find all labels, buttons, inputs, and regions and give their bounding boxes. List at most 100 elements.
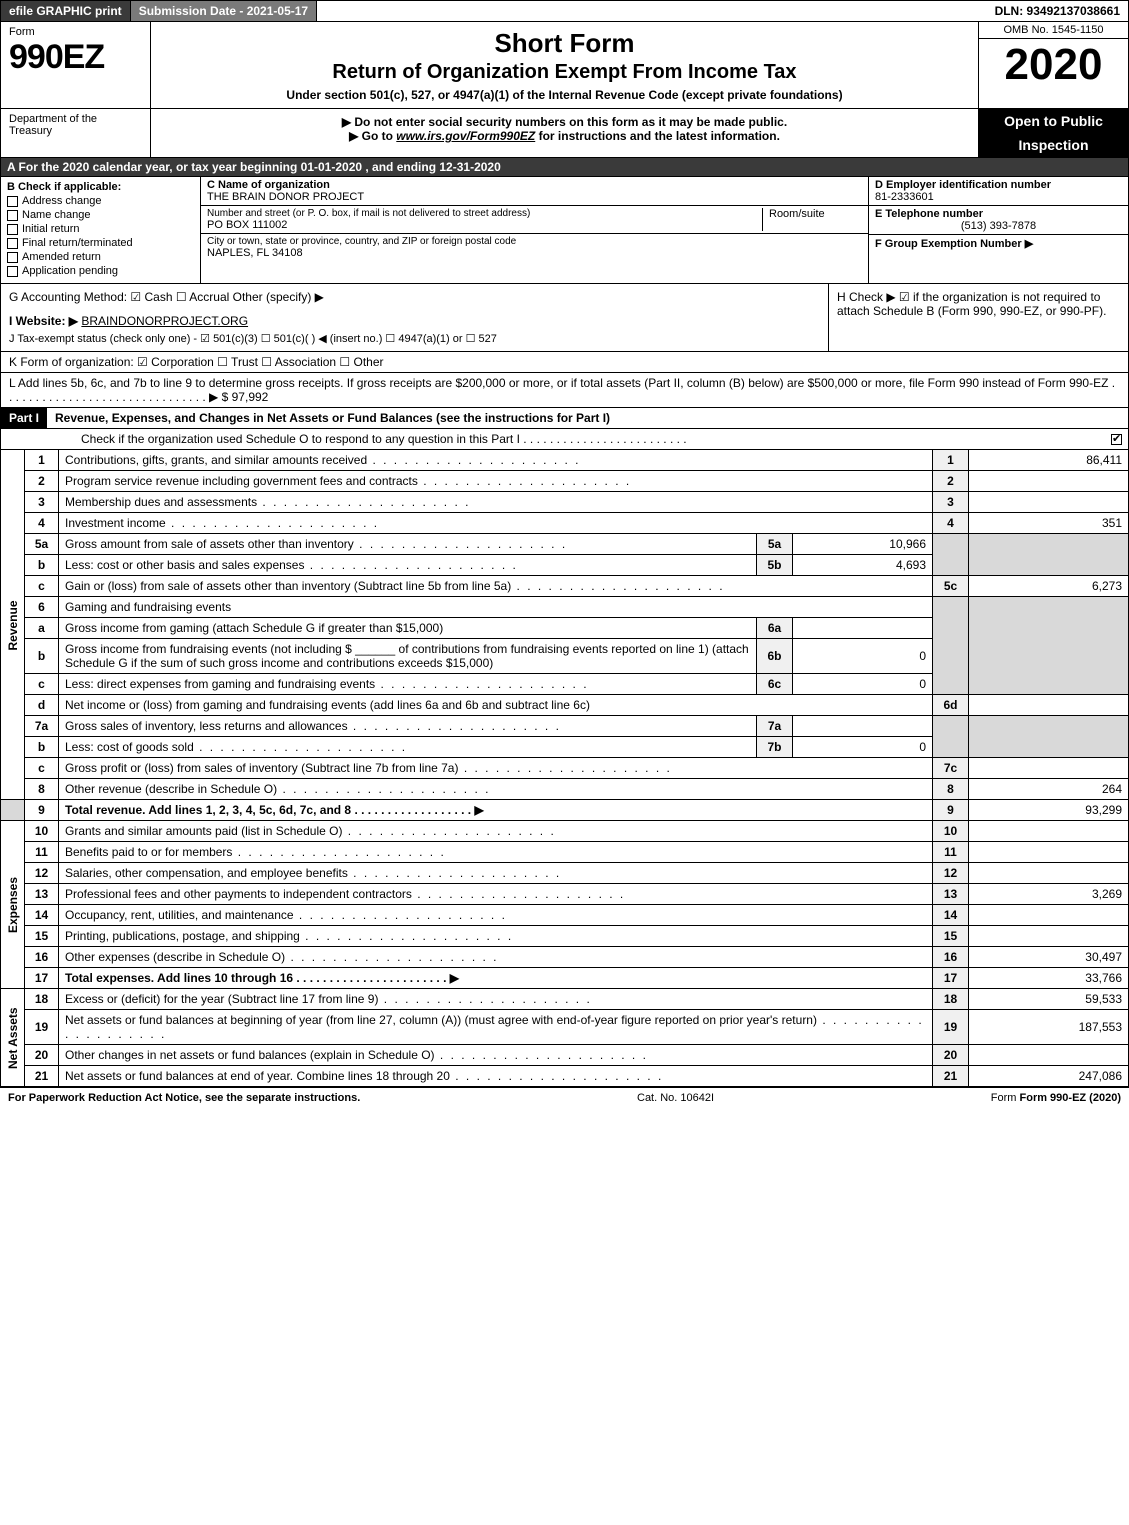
check-name-change[interactable]: Name change xyxy=(7,209,194,221)
l7b-num: b xyxy=(25,737,59,758)
form-header: Form 990EZ Short Form Return of Organiza… xyxy=(0,22,1129,109)
l19-lab: 19 xyxy=(933,1010,969,1045)
irs-link[interactable]: www.irs.gov/Form990EZ xyxy=(396,129,535,143)
city-row: City or town, state or province, country… xyxy=(201,234,868,261)
l7a-sval xyxy=(793,716,933,737)
opt-final-return: Final return/terminated xyxy=(22,237,133,249)
line-18: Net Assets 18 Excess or (deficit) for th… xyxy=(1,989,1129,1010)
sections-gij: G Accounting Method: ☑ Cash ☐ Accrual Ot… xyxy=(1,284,828,351)
check-address-change[interactable]: Address change xyxy=(7,195,194,207)
part1-badge: Part I xyxy=(1,408,47,428)
l4-lab: 4 xyxy=(933,513,969,534)
right-column: D Employer identification number 81-2333… xyxy=(868,177,1128,283)
check-application-pending[interactable]: Application pending xyxy=(7,265,194,277)
l12-desc: Salaries, other compensation, and employ… xyxy=(59,863,933,884)
l6-shade xyxy=(933,597,969,695)
l7b-sval: 0 xyxy=(793,737,933,758)
l21-desc: Net assets or fund balances at end of ye… xyxy=(59,1066,933,1087)
l5ab-shade-val xyxy=(969,534,1129,576)
efile-print[interactable]: efile GRAPHIC print xyxy=(1,1,131,21)
footer-left: For Paperwork Reduction Act Notice, see … xyxy=(8,1092,360,1104)
l7c-num: c xyxy=(25,758,59,779)
l6d-val xyxy=(969,695,1129,716)
l2-desc: Program service revenue including govern… xyxy=(59,471,933,492)
year-column: OMB No. 1545-1150 2020 xyxy=(978,22,1128,108)
vert-expenses: Expenses xyxy=(1,821,25,989)
l2-num: 2 xyxy=(25,471,59,492)
footer-right: Form Form 990-EZ (2020) xyxy=(991,1092,1121,1104)
l11-lab: 11 xyxy=(933,842,969,863)
l1-num: 1 xyxy=(25,450,59,471)
l19-desc: Net assets or fund balances at beginning… xyxy=(59,1010,933,1045)
opt-address-change: Address change xyxy=(22,195,102,207)
line-16: 16 Other expenses (describe in Schedule … xyxy=(1,947,1129,968)
line-19: 19 Net assets or fund balances at beginn… xyxy=(1,1010,1129,1045)
l20-val xyxy=(969,1045,1129,1066)
line-11: 11 Benefits paid to or for members 11 xyxy=(1,842,1129,863)
l5a-num: 5a xyxy=(25,534,59,555)
l3-lab: 3 xyxy=(933,492,969,513)
l3-val xyxy=(969,492,1129,513)
l6-shade-val xyxy=(969,597,1129,695)
goto-instructions: ▶ Go to www.irs.gov/Form990EZ for instru… xyxy=(157,129,972,143)
info-block: B Check if applicable: Address change Na… xyxy=(0,177,1129,284)
part1-title: Revenue, Expenses, and Changes in Net As… xyxy=(47,408,618,428)
l19-num: 19 xyxy=(25,1010,59,1045)
vert-netassets: Net Assets xyxy=(1,989,25,1087)
section-b-label: B Check if applicable: xyxy=(7,181,194,193)
part1-check-note: Check if the organization used Schedule … xyxy=(1,429,695,449)
line-6d: d Net income or (loss) from gaming and f… xyxy=(1,695,1129,716)
l9-num: 9 xyxy=(25,800,59,821)
l6a-sval xyxy=(793,618,933,639)
tax-year: 2020 xyxy=(979,39,1128,91)
line-10: Expenses 10 Grants and similar amounts p… xyxy=(1,821,1129,842)
l7a-desc: Gross sales of inventory, less returns a… xyxy=(59,716,757,737)
l6-desc: Gaming and fundraising events xyxy=(59,597,933,618)
form-column: Form 990EZ xyxy=(1,22,151,108)
title-note: Under section 501(c), 527, or 4947(a)(1)… xyxy=(161,88,968,102)
l10-desc: Grants and similar amounts paid (list in… xyxy=(59,821,933,842)
street-row: Number and street (or P. O. box, if mail… xyxy=(201,206,868,234)
line-7a: 7a Gross sales of inventory, less return… xyxy=(1,716,1129,737)
line-9: 9 Total revenue. Add lines 1, 2, 3, 4, 5… xyxy=(1,800,1129,821)
part1-check[interactable] xyxy=(1111,432,1128,446)
l6c-sval: 0 xyxy=(793,674,933,695)
l5b-num: b xyxy=(25,555,59,576)
section-k: K Form of organization: ☑ Corporation ☐ … xyxy=(0,352,1129,373)
l19-val: 187,553 xyxy=(969,1010,1129,1045)
l7ab-shade-val xyxy=(969,716,1129,758)
section-i: I Website: ▶ BRAINDONORPROJECT.ORG xyxy=(9,314,820,328)
l9-val: 93,299 xyxy=(969,800,1129,821)
l21-lab: 21 xyxy=(933,1066,969,1087)
check-amended-return[interactable]: Amended return xyxy=(7,251,194,263)
l8-lab: 8 xyxy=(933,779,969,800)
l3-num: 3 xyxy=(25,492,59,513)
l5ab-shade xyxy=(933,534,969,576)
line-8: 8 Other revenue (describe in Schedule O)… xyxy=(1,779,1129,800)
website-link[interactable]: BRAINDONORPROJECT.ORG xyxy=(81,314,248,328)
subheader: Department of the Treasury ▶ Do not ente… xyxy=(0,109,1129,158)
l8-num: 8 xyxy=(25,779,59,800)
l5b-sval: 4,693 xyxy=(793,555,933,576)
goto-suffix: for instructions and the latest informat… xyxy=(535,129,780,143)
l20-lab: 20 xyxy=(933,1045,969,1066)
l7b-slab: 7b xyxy=(757,737,793,758)
check-final-return[interactable]: Final return/terminated xyxy=(7,237,194,249)
l14-val xyxy=(969,905,1129,926)
l4-desc: Investment income xyxy=(59,513,933,534)
l14-lab: 14 xyxy=(933,905,969,926)
l16-desc: Other expenses (describe in Schedule O) xyxy=(59,947,933,968)
part1-header-row: Part I Revenue, Expenses, and Changes in… xyxy=(0,408,1129,429)
l5a-desc: Gross amount from sale of assets other t… xyxy=(59,534,757,555)
line-2: 2 Program service revenue including gove… xyxy=(1,471,1129,492)
title-short-form: Short Form xyxy=(161,28,968,59)
l7a-slab: 7a xyxy=(757,716,793,737)
l18-val: 59,533 xyxy=(969,989,1129,1010)
l5b-desc: Less: cost or other basis and sales expe… xyxy=(59,555,757,576)
opt-name-change: Name change xyxy=(22,209,91,221)
check-initial-return[interactable]: Initial return xyxy=(7,223,194,235)
topbar-left: efile GRAPHIC print Submission Date - 20… xyxy=(1,1,317,21)
l12-val xyxy=(969,863,1129,884)
line-7c: c Gross profit or (loss) from sales of i… xyxy=(1,758,1129,779)
line-6: 6 Gaming and fundraising events xyxy=(1,597,1129,618)
